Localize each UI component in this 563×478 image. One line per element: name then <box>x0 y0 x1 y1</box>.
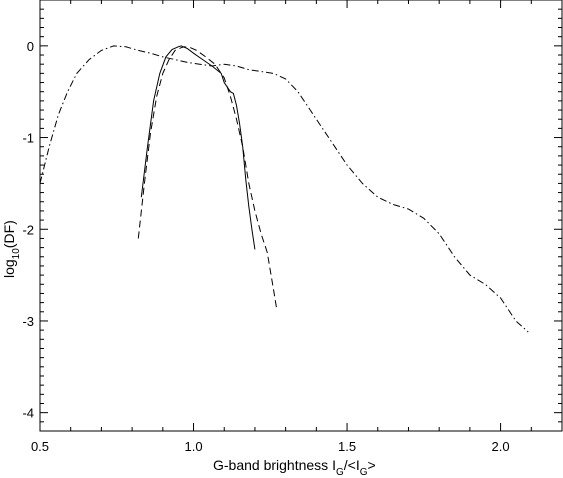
y-tick-label: -3 <box>22 314 34 329</box>
x-tick-label: 1.5 <box>338 439 356 454</box>
series-line-solid <box>140 45 256 250</box>
x-axis-label-main: G-band brightness I <box>213 457 336 473</box>
x-axis-label-sub1: G <box>336 467 344 478</box>
x-tick-label: 2.0 <box>492 439 510 454</box>
y-tick-label: -4 <box>22 406 34 421</box>
x-axis-ticks: 0.5 1.0 1.5 2.0 <box>31 0 563 454</box>
series-line-dashed <box>137 46 277 308</box>
y-axis-label: log10(DF) <box>1 220 22 278</box>
x-axis-label-end: > <box>368 457 376 473</box>
y-tick-label: 0 <box>27 39 34 54</box>
x-tick-label: 1.0 <box>184 439 202 454</box>
x-axis-label-sub2: G <box>360 467 368 478</box>
series-layer <box>39 45 529 333</box>
y-axis-label-sub: 10 <box>11 248 22 260</box>
x-tick-label: 0.5 <box>31 439 49 454</box>
y-axis-ticks: 0 -1 -2 -3 -4 <box>22 0 562 432</box>
x-axis-label-mid: /<I <box>344 457 360 473</box>
y-tick-label: -1 <box>22 131 34 146</box>
series-line-dash-dot <box>39 45 529 333</box>
y-axis-label-end: (DF) <box>1 220 17 248</box>
plot-frame <box>39 0 563 432</box>
y-axis-label-main: log <box>1 259 17 278</box>
x-axis-label: G-band brightness IG/<IG> <box>213 457 376 478</box>
y-tick-label: -2 <box>22 222 34 237</box>
